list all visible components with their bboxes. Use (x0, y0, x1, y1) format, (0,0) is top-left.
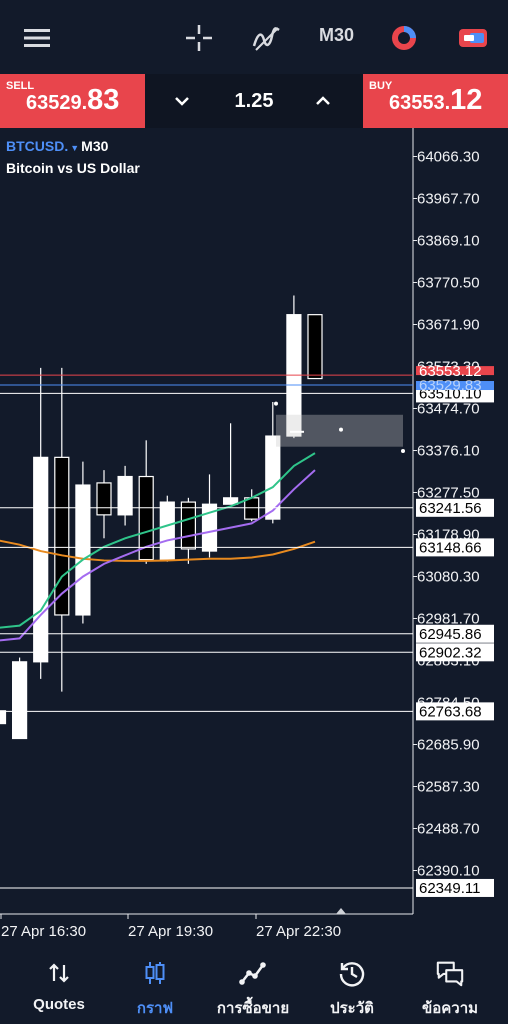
candle-bullish (265, 435, 281, 520)
candle-bearish (138, 475, 154, 561)
candle-bullish (159, 501, 175, 561)
level-price-label-box (416, 624, 494, 643)
candle-bearish (54, 456, 70, 616)
level-price-label-box (416, 498, 494, 517)
price-tick-label: 63474.70 (417, 400, 480, 417)
history-icon (337, 958, 367, 988)
candlestick-chart-svg[interactable]: 64066.30 63967.70 63869.10 63770.50 63671.90… (0, 128, 508, 950)
messages-icon (435, 958, 465, 988)
indicator-icon[interactable] (248, 20, 284, 56)
buy-button[interactable]: BUY 63553.12 (363, 74, 508, 128)
ask-price-label-box (416, 366, 494, 376)
sell-label: SELL (6, 80, 35, 92)
price-tick-label: 62390.10 (417, 862, 480, 879)
candle-bearish (96, 482, 112, 516)
price-tick-label: 63967.70 (417, 190, 480, 207)
sell-price: 63529.83 (26, 84, 120, 116)
time-axis-label: 27 Apr 22:30 (256, 923, 341, 940)
candle-bullish (201, 503, 218, 552)
buy-label: BUY (369, 80, 393, 92)
level-price-label: 62349.11 (419, 880, 480, 897)
price-tick-label: 63277.50 (417, 484, 480, 501)
nav-chart[interactable]: กราฟ (105, 958, 205, 1020)
level-price-label: 63241.56 (419, 500, 482, 517)
nav-label: ข้อความ (421, 1000, 479, 1017)
price-tick-label: 63671.90 (417, 316, 480, 333)
one-click-trading-bar: SELL 63529.83 1.25 BUY 63553.12 (0, 74, 508, 128)
nav-history[interactable]: ประวัติ (302, 958, 402, 1020)
level-price-label-box (416, 702, 494, 721)
candle-bearish (307, 314, 323, 380)
trade-icon (238, 958, 268, 988)
nav-quotes[interactable]: Quotes (9, 958, 109, 1020)
level-price-label-box (416, 538, 494, 557)
nav-label: Quotes (33, 996, 85, 1013)
lot-decrease-chevron-down-icon[interactable] (169, 88, 195, 114)
trade-icon[interactable] (455, 20, 491, 56)
selection-handle-dot (401, 448, 405, 453)
bid-price-label-box (416, 381, 494, 391)
price-tick-label: 63869.10 (417, 232, 480, 249)
selection-handle-dot (339, 427, 343, 432)
candle-bullish (0, 710, 7, 725)
buy-price: 63553.12 (389, 84, 483, 116)
chart-symbol-description: Bitcoin vs US Dollar (6, 160, 140, 176)
nav-trade[interactable]: การซื้อขาย (203, 958, 303, 1020)
level-price-label: 62945.86 (419, 626, 482, 643)
level-price-label: 63148.66 (419, 539, 482, 556)
moving-average-green (0, 452, 316, 629)
candle-bullish (117, 475, 133, 516)
level-price-label: 62763.68 (419, 703, 482, 720)
moving-average-orange (0, 539, 316, 562)
nav-label: กราฟ (136, 1000, 174, 1017)
chart-shift-marker-icon (336, 908, 346, 914)
candle-bullish (75, 484, 91, 616)
ask-price-label: 63553.12 (419, 363, 482, 380)
candle-bullish (12, 661, 28, 740)
chart-symbol-title[interactable]: BTCUSD. ▼ M30 (6, 138, 108, 154)
level-price-label: 62902.32 (419, 644, 482, 661)
candle-bearish (244, 497, 260, 520)
crosshair-icon[interactable] (181, 20, 217, 56)
price-tick-label: 63376.10 (417, 442, 480, 459)
sell-button[interactable]: SELL 63529.83 (0, 74, 145, 128)
price-tick-label: 62685.90 (417, 736, 480, 753)
level-price-label-box (416, 878, 494, 897)
timeframe-button[interactable]: M30 (319, 25, 355, 45)
nav-messages[interactable]: ข้อความ (400, 958, 500, 1020)
quotes-icon (44, 958, 74, 988)
nav-label: การซื้อขาย (216, 1000, 290, 1017)
top-toolbar: M30 (0, 0, 508, 74)
price-tick-label: 62488.70 (417, 820, 480, 837)
candle-bearish (180, 501, 196, 550)
candle-bullish (33, 456, 49, 663)
price-tick-label: 63770.50 (417, 274, 480, 291)
bottom-navigation: Quotes กราฟ การซื้อขาย ประวัติ ข้อความ (0, 950, 508, 1024)
moving-average-purple (0, 469, 316, 642)
selection-handle-dot (274, 401, 278, 406)
symbol-dropdown-icon: ▼ (70, 143, 80, 153)
lot-increase-chevron-up-icon[interactable] (310, 88, 336, 114)
price-tick-label: 62981.70 (417, 610, 480, 627)
price-tick-label: 63080.30 (417, 568, 480, 585)
chart-icon (140, 958, 170, 988)
hamburger-menu-icon[interactable] (19, 20, 55, 56)
price-tick-label: 64066.30 (417, 149, 480, 166)
chart-symbol: BTCUSD. (6, 138, 69, 154)
price-chart[interactable]: 64066.30 63967.70 63869.10 63770.50 63671.90… (0, 128, 508, 950)
time-axis-label: 27 Apr 19:30 (128, 923, 213, 940)
chart-timeframe: M30 (81, 138, 109, 154)
lot-size-control: 1.25 (145, 74, 363, 128)
level-price-label-box (416, 643, 494, 662)
bid-price-label: 63529.83 (419, 377, 482, 394)
nav-label: ประวัติ (330, 1000, 374, 1017)
lot-size-value[interactable]: 1.25 (234, 90, 274, 112)
candle-bullish (223, 497, 239, 505)
price-tick-label: 62587.30 (417, 778, 480, 795)
time-axis-label: 27 Apr 16:30 (1, 923, 86, 940)
objects-icon[interactable] (386, 20, 422, 56)
